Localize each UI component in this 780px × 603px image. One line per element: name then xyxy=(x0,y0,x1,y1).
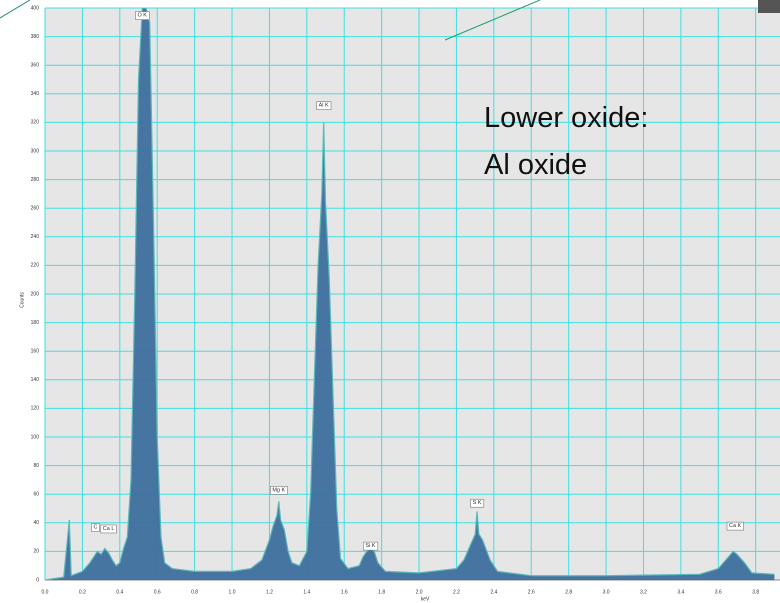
x-tick-label: 2.6 xyxy=(528,589,535,595)
x-tick-label: 0.8 xyxy=(191,589,198,595)
x-tick-label: 1.0 xyxy=(229,589,236,595)
x-axis-label: keV xyxy=(421,596,430,602)
y-tick-label: 320 xyxy=(31,120,40,126)
annotation: Lower oxide: xyxy=(484,102,648,134)
y-tick-label: 340 xyxy=(31,91,40,97)
y-tick-label: 20 xyxy=(33,549,39,555)
peak-label: Ca K xyxy=(729,523,742,529)
x-tick-label: 0.0 xyxy=(42,589,49,595)
y-tick-label: 260 xyxy=(31,206,40,212)
x-tick-label: 3.2 xyxy=(640,589,647,595)
x-tick-label: 2.0 xyxy=(416,589,423,595)
peak-label: O K xyxy=(138,13,148,19)
peak-label: C xyxy=(94,525,98,531)
y-tick-label: 160 xyxy=(31,349,40,355)
x-tick-label: 2.4 xyxy=(490,589,497,595)
y-tick-label: 300 xyxy=(31,148,40,154)
y-tick-label: 380 xyxy=(31,34,40,40)
image-fragment xyxy=(758,0,780,13)
x-tick-label: 0.6 xyxy=(154,589,161,595)
y-tick-label: 180 xyxy=(31,320,40,326)
y-tick-label: 80 xyxy=(33,463,39,469)
x-tick-label: 1.6 xyxy=(341,589,348,595)
x-tick-label: 1.8 xyxy=(378,589,385,595)
y-tick-label: 280 xyxy=(31,177,40,183)
peak-label: Mg K xyxy=(272,487,285,493)
callout-line xyxy=(0,0,30,18)
y-tick-label: 0 xyxy=(36,577,39,583)
x-tick-label: 3.8 xyxy=(752,589,759,595)
y-tick-label: 220 xyxy=(31,263,40,269)
y-axis-label: Counts xyxy=(19,292,25,308)
y-tick-label: 360 xyxy=(31,63,40,69)
peak-label: Ca L xyxy=(103,526,115,532)
x-tick-label: 3.0 xyxy=(603,589,610,595)
x-tick-label: 2.8 xyxy=(565,589,572,595)
x-tick-label: 1.4 xyxy=(303,589,310,595)
y-tick-label: 100 xyxy=(31,434,40,440)
y-tick-label: 240 xyxy=(31,234,40,240)
x-tick-label: 1.2 xyxy=(266,589,273,595)
y-tick-label: 200 xyxy=(31,291,40,297)
y-tick-label: 400 xyxy=(31,5,40,11)
y-tick-label: 60 xyxy=(33,492,39,498)
y-tick-label: 120 xyxy=(31,406,40,412)
peak-label: S K xyxy=(473,500,482,506)
peak-label: Si K xyxy=(365,543,375,549)
x-tick-label: 2.2 xyxy=(453,589,460,595)
x-tick-label: 3.4 xyxy=(677,589,684,595)
annotation: Al oxide xyxy=(484,149,587,181)
x-tick-label: 0.2 xyxy=(79,589,86,595)
x-tick-label: 3.6 xyxy=(715,589,722,595)
x-tick-label: 0.4 xyxy=(116,589,123,595)
peak-label: Al K xyxy=(319,103,329,109)
y-tick-label: 40 xyxy=(33,520,39,526)
eds-spectrum-chart: 0 20 40 60 80 100 120 140 160 180 200 220 240 260 280 3… xyxy=(0,0,780,603)
y-tick-label: 140 xyxy=(31,377,40,383)
